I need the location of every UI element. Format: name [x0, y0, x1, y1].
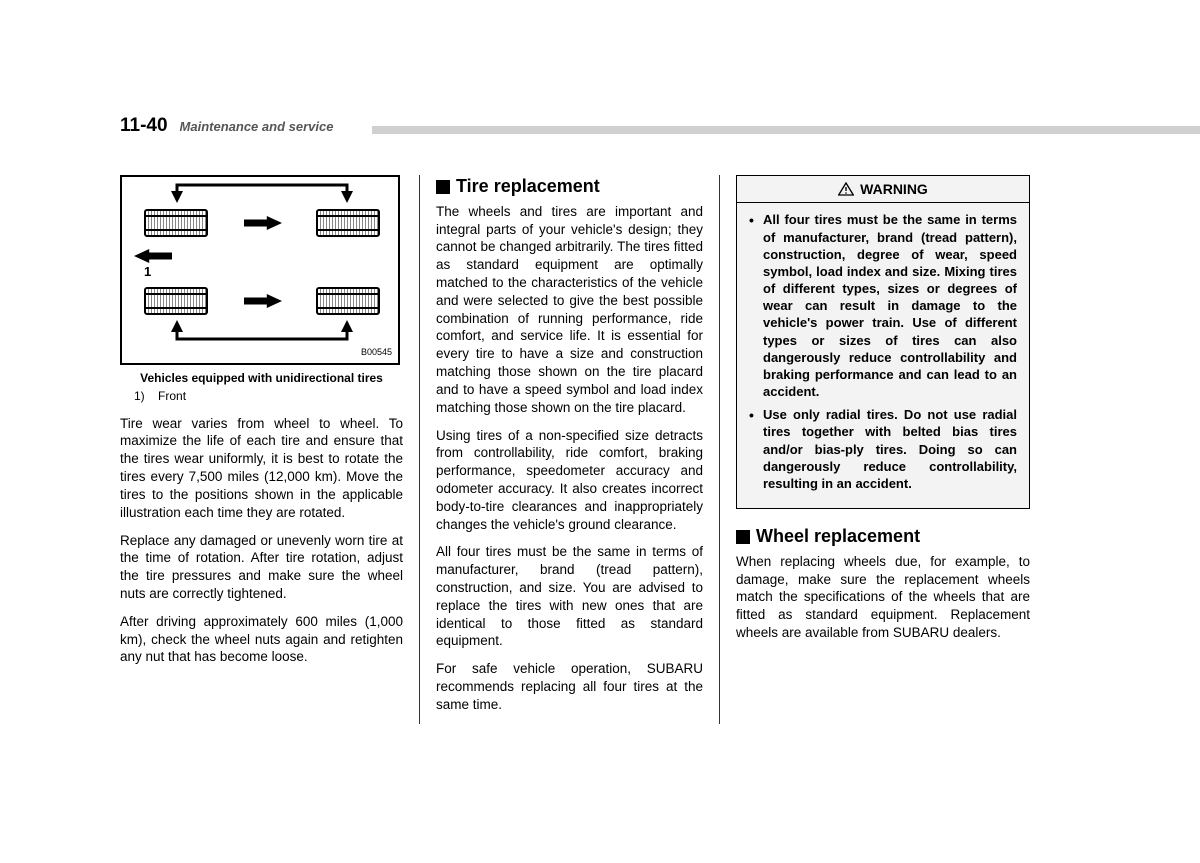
- col2-p1: The wheels and tires are important and i…: [436, 203, 703, 417]
- col2-p2: Using tires of a non-specified size detr…: [436, 427, 703, 534]
- warning-item-2: Use only radial tires. Do not use radial…: [749, 406, 1017, 492]
- page-number: 11-40: [120, 115, 168, 137]
- header-grey-bar: [372, 126, 1200, 134]
- figure-label-1: 1: [144, 263, 151, 280]
- warning-icon: [838, 182, 854, 196]
- col1-p2: Replace any damaged or unevenly worn tir…: [120, 532, 403, 603]
- column-2: Tire replacement The wheels and tires ar…: [420, 175, 720, 724]
- figure-caption: Vehicles equipped with unidirectional ti…: [120, 371, 403, 387]
- tire-rotation-figure: 1 B00545: [120, 175, 400, 365]
- tire-top-left: [144, 209, 208, 237]
- figure-code: B00545: [361, 347, 392, 359]
- manual-page: 11-40 Maintenance and service: [120, 115, 1080, 724]
- wheel-replacement-heading: Wheel replacement: [736, 525, 1030, 549]
- legend-num: 1): [134, 389, 145, 403]
- col1-p1: Tire wear varies from wheel to wheel. To…: [120, 415, 403, 522]
- legend-text: Front: [158, 389, 186, 403]
- heading-text: Tire replacement: [456, 175, 600, 199]
- warning-box: WARNING All four tires must be the same …: [736, 175, 1030, 509]
- content-columns: 1 B00545 Vehicles equipped with unidirec…: [120, 175, 1080, 724]
- tire-replacement-heading: Tire replacement: [436, 175, 703, 199]
- heading-text: Wheel replacement: [756, 525, 920, 549]
- col2-p4: For safe vehicle operation, SUBARU recom…: [436, 660, 703, 713]
- col3-p1: When replacing wheels due, for example, …: [736, 553, 1030, 642]
- tire-top-right: [316, 209, 380, 237]
- warning-title-text: WARNING: [860, 180, 928, 198]
- col2-p3: All four tires must be the same in terms…: [436, 543, 703, 650]
- column-3: WARNING All four tires must be the same …: [720, 175, 1030, 724]
- warning-list: All four tires must be the same in terms…: [749, 211, 1017, 492]
- warning-title: WARNING: [737, 176, 1029, 203]
- figure-lines: [122, 177, 402, 367]
- col1-p3: After driving approximately 600 miles (1…: [120, 613, 403, 666]
- section-title: Maintenance and service: [180, 119, 334, 134]
- column-1: 1 B00545 Vehicles equipped with unidirec…: [120, 175, 420, 724]
- figure-legend: 1) Front: [134, 389, 403, 405]
- tire-bottom-right: [316, 287, 380, 315]
- tire-bottom-left: [144, 287, 208, 315]
- warning-item-1: All four tires must be the same in terms…: [749, 211, 1017, 400]
